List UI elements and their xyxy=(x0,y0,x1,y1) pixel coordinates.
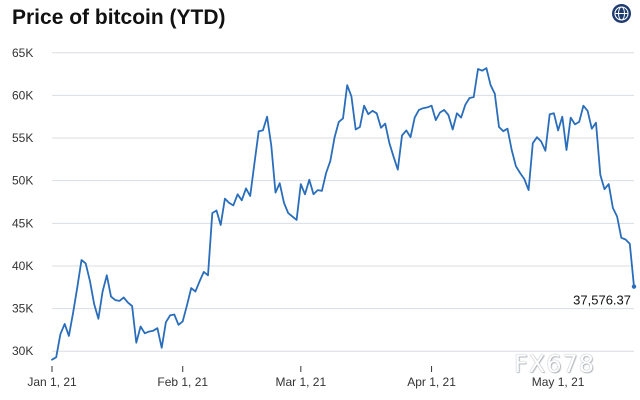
x-tick-label: Apr 1, 21 xyxy=(407,375,456,389)
y-tick-label: 60K xyxy=(12,88,33,102)
x-tick-label: May 1, 21 xyxy=(532,375,585,389)
globe-icon[interactable] xyxy=(612,4,631,23)
y-tick-label: 40K xyxy=(12,259,33,273)
y-axis-ticks: 30K 35K 40K 45K 50K 55K 60K 65K xyxy=(12,46,33,358)
x-tick-label: Mar 1, 21 xyxy=(275,375,326,389)
price-series-line-0 xyxy=(51,67,635,361)
x-tick-label: Feb 1, 21 xyxy=(157,375,208,389)
y-tick-label: 50K xyxy=(12,174,33,188)
globe-icon-glyph xyxy=(614,6,629,21)
x-tick-label: Jan 1, 21 xyxy=(27,375,77,389)
y-tick-label: 65K xyxy=(12,46,33,60)
watermark: FX678 xyxy=(514,350,596,378)
y-tick-label: 45K xyxy=(12,216,33,230)
y-tick-label: 30K xyxy=(12,344,33,358)
last-value-layer: 37,576.37 xyxy=(573,293,631,308)
last-value-label: 37,576.37 xyxy=(573,293,631,308)
y-tick-label: 55K xyxy=(12,131,33,145)
x-axis-ticks: Jan 1, 21 Feb 1, 21 Mar 1, 21 Apr 1, 21 May … xyxy=(27,366,585,389)
y-tick-label: 35K xyxy=(12,302,33,316)
gridlines xyxy=(52,52,634,352)
chart-title: Price of bitcoin (YTD) xyxy=(12,6,226,29)
last-point-marker xyxy=(631,284,637,289)
series-layer xyxy=(51,67,637,361)
